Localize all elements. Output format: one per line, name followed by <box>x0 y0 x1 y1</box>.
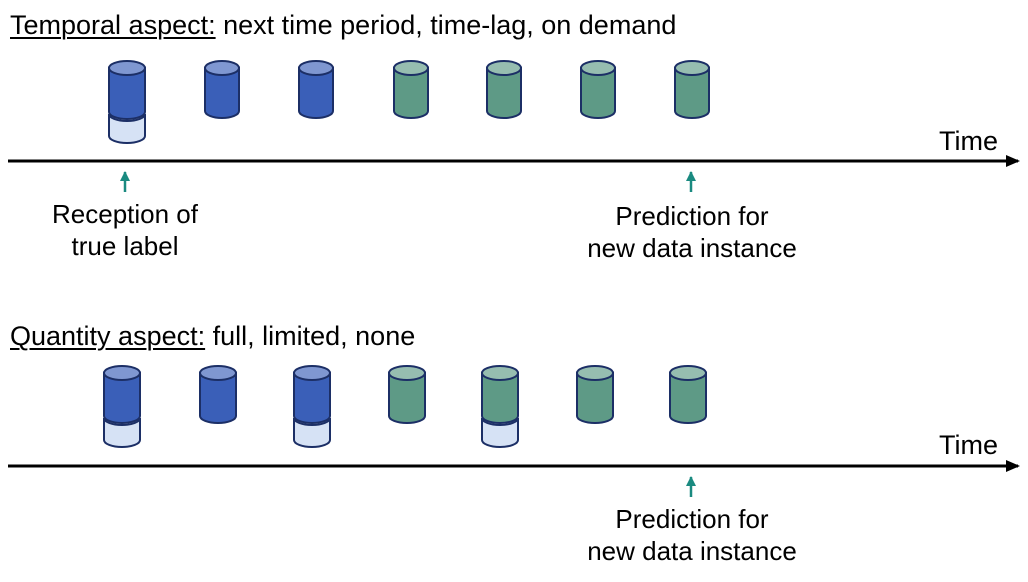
cylinder-top <box>108 60 146 76</box>
cylinder-top <box>669 365 707 381</box>
true-label-band <box>103 417 141 448</box>
temporal-instance-7 <box>674 60 710 119</box>
true-label-band <box>481 417 519 448</box>
cylinder-top <box>388 365 426 381</box>
prediction-caption-quantity-line2: new data instance <box>587 536 797 566</box>
reception-caption: Reception of true label <box>38 198 212 262</box>
prediction-caption-quantity: Prediction for new data instance <box>572 503 812 567</box>
cylinder-top <box>486 60 522 76</box>
temporal-instance-5 <box>486 60 522 119</box>
true-label-band <box>108 113 146 144</box>
quantity-instance-1 <box>103 365 141 448</box>
quantity-aspect-title: Quantity aspect: <box>10 321 206 351</box>
cylinder-body <box>204 67 240 119</box>
temporal-time-label: Time <box>939 126 998 156</box>
cylinder-body <box>486 67 522 119</box>
cylinder-body <box>298 67 334 119</box>
temporal-aspect-options: next time period, time-lag, on demand <box>223 10 677 40</box>
prediction-caption-temporal: Prediction for new data instance <box>572 200 812 264</box>
cylinder-top <box>103 365 141 381</box>
cylinder-top <box>298 60 334 76</box>
reception-caption-line2: true label <box>71 231 179 261</box>
cylinder-top <box>576 365 614 381</box>
quantity-aspect-options: full, limited, none <box>212 321 416 351</box>
cylinder-body <box>388 372 426 424</box>
cylinder-body <box>108 67 146 120</box>
cylinder-top <box>199 365 237 381</box>
prediction-caption-temporal-line2: new data instance <box>587 233 797 263</box>
prediction-caption-quantity-line1: Prediction for <box>615 504 769 534</box>
cylinder-body <box>576 372 614 424</box>
quantity-data-instances <box>103 365 707 448</box>
cylinder-body <box>669 372 707 424</box>
temporal-data-instances <box>108 60 710 144</box>
quantity-instance-4 <box>388 365 426 424</box>
cylinder-top <box>393 60 429 76</box>
temporal-instance-1 <box>108 60 146 144</box>
temporal-instance-3 <box>298 60 334 119</box>
quantity-instance-7 <box>669 365 707 424</box>
cylinder-body <box>481 372 519 424</box>
quantity-instance-3 <box>293 365 331 448</box>
cylinder-body <box>580 67 616 119</box>
cylinder-body <box>293 372 331 424</box>
true-label-band <box>293 417 331 448</box>
temporal-aspect-heading: Temporal aspect: next time period, time-… <box>10 12 676 39</box>
cylinder-top <box>293 365 331 381</box>
cylinder-body <box>199 372 237 424</box>
quantity-instance-5 <box>481 365 519 448</box>
cylinder-top <box>481 365 519 381</box>
temporal-instance-2 <box>204 60 240 119</box>
cylinder-body <box>393 67 429 119</box>
quantity-instance-2 <box>199 365 237 424</box>
cylinder-top <box>580 60 616 76</box>
cylinder-top <box>204 60 240 76</box>
cylinder-body <box>674 67 710 119</box>
quantity-instance-6 <box>576 365 614 424</box>
cylinder-top <box>674 60 710 76</box>
quantity-time-label: Time <box>939 430 998 460</box>
temporal-instance-6 <box>580 60 616 119</box>
reception-caption-line1: Reception of <box>52 199 198 229</box>
temporal-instance-4 <box>393 60 429 119</box>
temporal-aspect-title: Temporal aspect: <box>10 10 216 40</box>
prediction-caption-temporal-line1: Prediction for <box>615 201 769 231</box>
cylinder-body <box>103 372 141 424</box>
quantity-aspect-heading: Quantity aspect: full, limited, none <box>10 323 415 350</box>
